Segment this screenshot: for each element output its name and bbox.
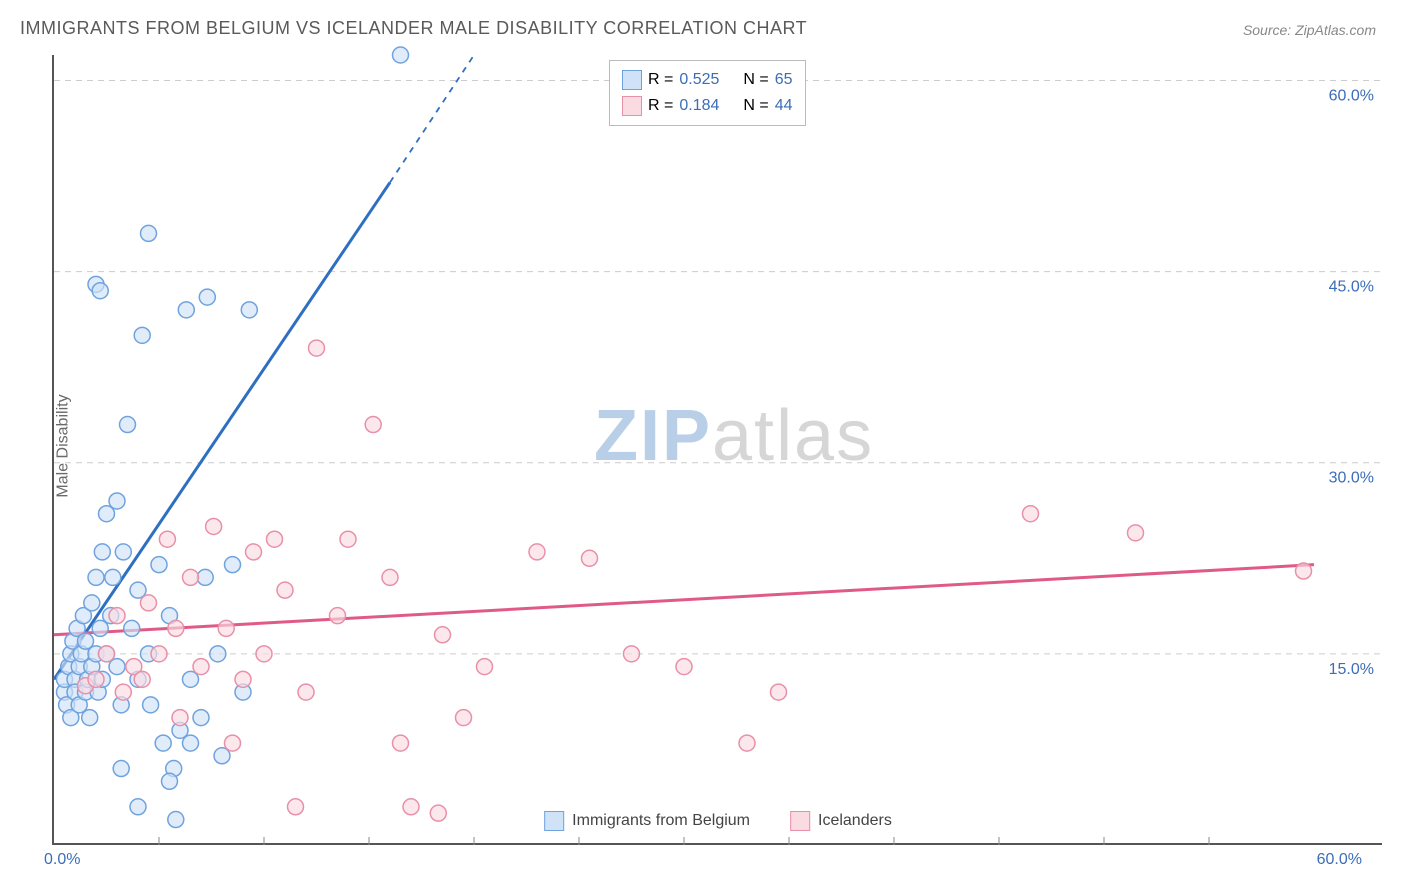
legend-swatch-icon xyxy=(544,811,564,831)
plot-area: 15.0%30.0%45.0%60.0% ZIPatlas R = 0.525 … xyxy=(52,55,1382,845)
svg-text:60.0%: 60.0% xyxy=(1329,87,1374,104)
legend-label: Immigrants from Belgium xyxy=(572,812,750,830)
scatter-svg: 15.0% 30.0% 45.0% 60.0% xyxy=(54,55,1384,845)
chart-title: IMMIGRANTS FROM BELGIUM VS ICELANDER MAL… xyxy=(20,18,807,39)
x-axis-max-label: 60.0% xyxy=(1317,851,1362,869)
source-label: Source: ZipAtlas.com xyxy=(1243,22,1376,38)
legend-item: Icelanders xyxy=(790,811,892,831)
legend-swatch-icon xyxy=(790,811,810,831)
n-value: 65 xyxy=(775,71,793,89)
r-value: 0.184 xyxy=(679,97,719,115)
stats-legend: R = 0.525 N = 65 R = 0.184 N = 44 xyxy=(609,60,806,126)
r-label: R = xyxy=(648,71,673,89)
n-label: N = xyxy=(743,71,768,89)
svg-text:15.0%: 15.0% xyxy=(1329,661,1374,678)
legend-label: Icelanders xyxy=(818,812,892,830)
n-value: 44 xyxy=(775,97,793,115)
x-axis-min-label: 0.0% xyxy=(44,851,80,869)
n-label: N = xyxy=(743,97,768,115)
stats-legend-row: R = 0.184 N = 44 xyxy=(622,93,793,119)
legend-swatch-icon xyxy=(622,96,642,116)
legend-swatch-icon xyxy=(622,70,642,90)
svg-text:30.0%: 30.0% xyxy=(1329,470,1374,487)
r-label: R = xyxy=(648,97,673,115)
r-value: 0.525 xyxy=(679,71,719,89)
series-legend: Immigrants from Belgium Icelanders xyxy=(538,809,898,833)
stats-legend-row: R = 0.525 N = 65 xyxy=(622,67,793,93)
legend-item: Immigrants from Belgium xyxy=(544,811,750,831)
svg-text:45.0%: 45.0% xyxy=(1329,279,1374,296)
